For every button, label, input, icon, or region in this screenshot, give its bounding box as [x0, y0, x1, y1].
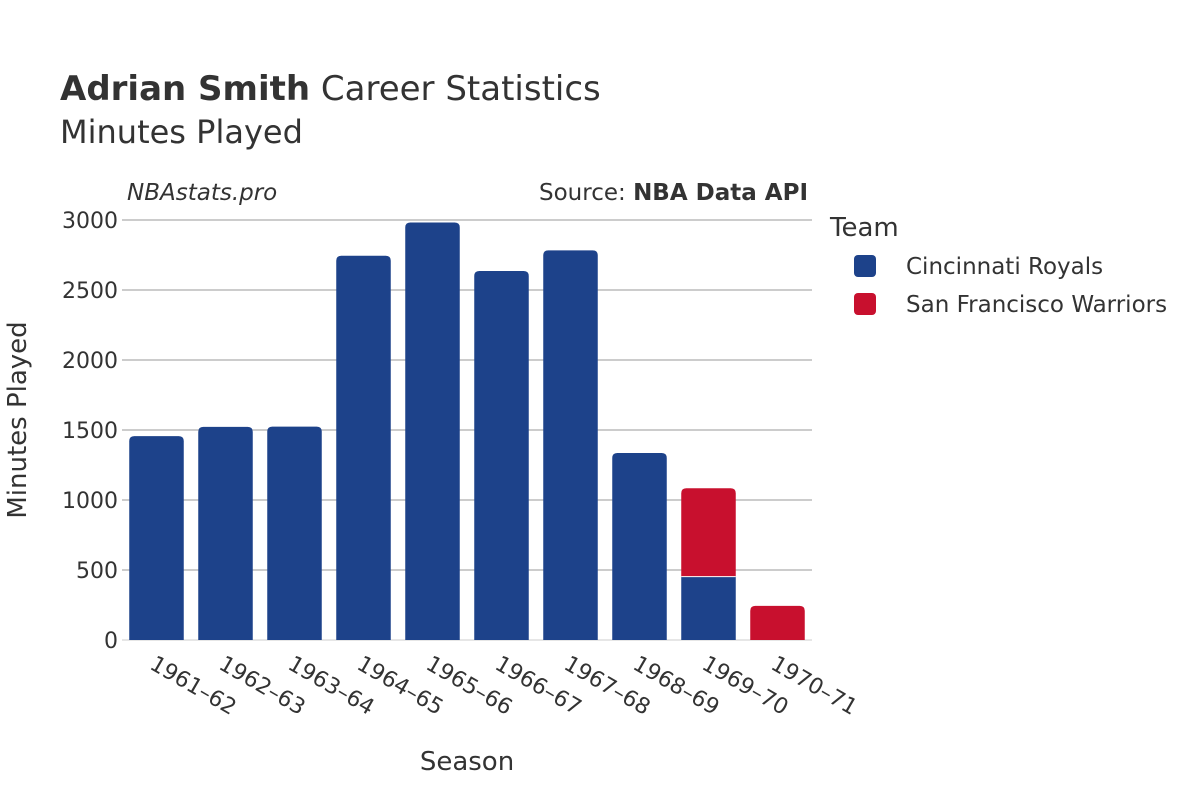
source-prefix: Source: [539, 180, 633, 206]
y-tick-label: 1500 [62, 419, 118, 444]
bar-cincinnati-royals-1966–67 [474, 270, 529, 640]
x-axis-title: Season [420, 747, 514, 777]
source-credit: Source: NBA Data API [539, 180, 808, 206]
source-name: NBA Data API [633, 180, 808, 206]
y-tick-label: 500 [76, 559, 118, 584]
legend-label: Cincinnati Royals [906, 254, 1103, 280]
legend-label: San Francisco Warriors [906, 292, 1167, 318]
chart-title-rest: Career Statistics [321, 69, 601, 109]
bars [129, 222, 805, 640]
legend-swatch [854, 293, 876, 315]
site-credit: NBAstats.pro [127, 180, 277, 206]
y-axis-ticks: 0 500 1000 1500 2000 2500 3000 [62, 209, 118, 654]
y-tick-label: 1000 [62, 489, 118, 514]
y-axis-title: Minutes Played [3, 321, 33, 518]
bar-cincinnati-royals-1962–63 [198, 426, 253, 640]
chart-title-player: Adrian Smith [60, 69, 310, 109]
legend-items: Cincinnati Royals San Francisco Warriors [854, 254, 1167, 318]
x-axis-ticks: 1961–621962–631963–641964–651965–661966–… [146, 652, 862, 721]
chart-title: Adrian Smith Career Statistics [60, 69, 601, 109]
bar-cincinnati-royals-1964–65 [336, 255, 391, 640]
bar-cincinnati-royals-1969–70 [681, 576, 736, 640]
chart-subtitle: Minutes Played [60, 113, 303, 151]
bar-san-francisco-warriors-1969–70 [681, 488, 736, 577]
y-tick-label: 0 [104, 629, 118, 654]
bar-cincinnati-royals-1967–68 [543, 250, 598, 640]
bar-san-francisco-warriors-1970–71 [750, 605, 805, 640]
y-tick-label: 3000 [62, 209, 118, 234]
y-tick-label: 2500 [62, 279, 118, 304]
bar-cincinnati-royals-1968–69 [612, 452, 667, 640]
bar-cincinnati-royals-1963–64 [267, 426, 322, 640]
bar-cincinnati-royals-1965–66 [405, 222, 460, 640]
legend: Team Cincinnati Royals San Francisco Warr… [829, 213, 1167, 318]
legend-swatch [854, 255, 876, 277]
y-tick-label: 2000 [62, 349, 118, 374]
bar-cincinnati-royals-1961–62 [129, 436, 184, 640]
legend-title: Team [829, 213, 899, 243]
